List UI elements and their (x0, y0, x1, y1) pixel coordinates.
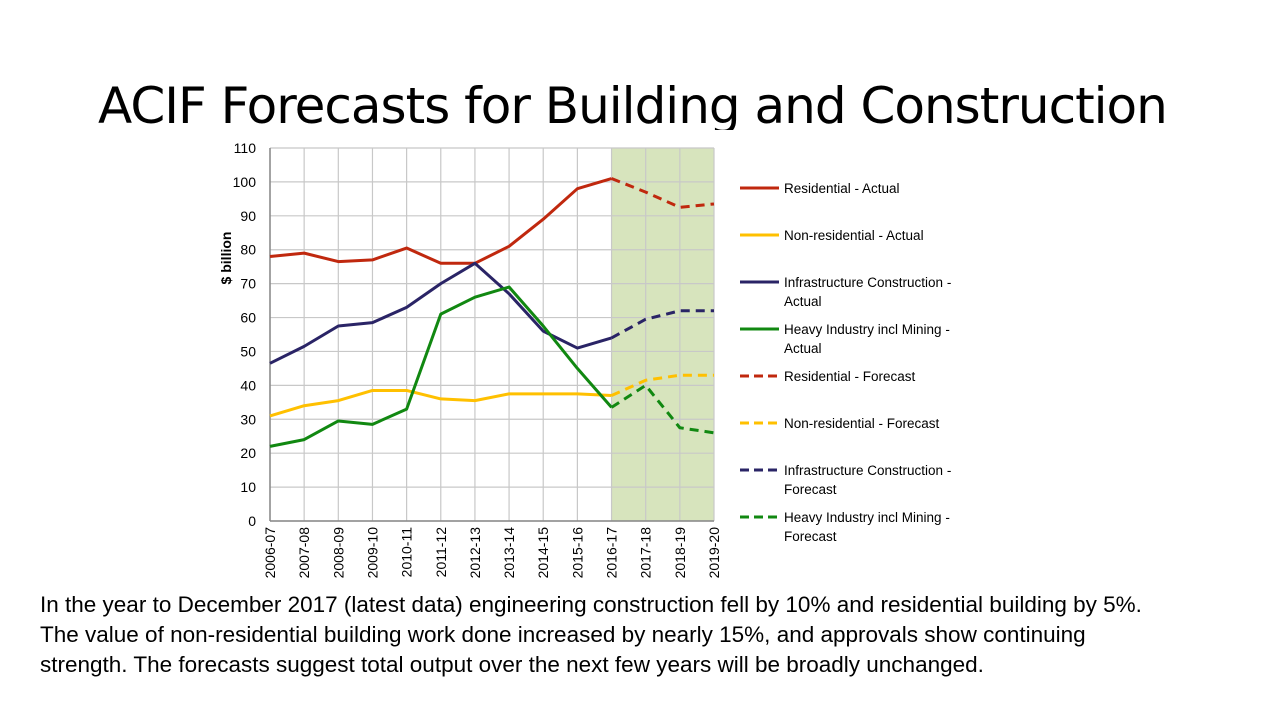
x-tick-label: 2016-17 (604, 527, 620, 579)
legend-label: Forecast (784, 482, 837, 497)
legend-label: Heavy Industry incl Mining - (784, 510, 950, 525)
series-line-non-residential-actual (269, 388, 612, 418)
caption-line: strength. The forecasts suggest total ou… (40, 652, 984, 677)
legend-label: Heavy Industry incl Mining - (784, 322, 950, 337)
series-line-heavy-industry-incl-mining-actual (269, 285, 613, 448)
caption-line: In the year to December 2017 (latest dat… (40, 592, 1142, 617)
slide-caption: In the year to December 2017 (latest dat… (40, 590, 1260, 680)
legend-label: Residential - Forecast (784, 369, 916, 384)
legend-label: Actual (784, 294, 822, 309)
series-line-non-residential-forecast (610, 373, 714, 397)
x-tick-label: 2009-10 (364, 527, 380, 579)
y-tick-label: 60 (240, 310, 256, 326)
series-line-heavy-industry-incl-mining-forecast (610, 383, 715, 435)
y-tick-label: 20 (240, 445, 256, 461)
legend-label: Actual (784, 341, 822, 356)
x-tick-label: 2007-08 (296, 527, 312, 579)
x-tick-label: 2014-15 (535, 527, 551, 579)
y-tick-label: 10 (240, 479, 256, 495)
x-tick-label: 2012-13 (467, 527, 483, 579)
legend-label: Residential - Actual (784, 181, 900, 196)
y-tick-label: 90 (240, 208, 256, 224)
x-tick-label: 2011-12 (433, 527, 449, 578)
series-line-infrastructure-construction-actual (269, 261, 612, 365)
legend-label: Infrastructure Construction - (784, 275, 951, 290)
y-tick-label: 100 (233, 174, 257, 190)
y-tick-label: 80 (240, 242, 256, 258)
legend-label: Infrastructure Construction - (784, 463, 951, 478)
x-tick-label: 2008-09 (330, 527, 346, 579)
x-tick-label: 2013-14 (501, 527, 517, 579)
y-axis-label: $ billion (218, 232, 234, 285)
forecast-shading (611, 148, 714, 521)
series-line-infrastructure-construction-forecast (610, 309, 714, 340)
y-tick-label: 30 (240, 411, 256, 427)
series-line-residential-actual (269, 177, 612, 265)
x-tick-label: 2018-19 (672, 527, 688, 579)
y-tick-label: 0 (248, 513, 256, 529)
legend-label: Forecast (784, 529, 837, 544)
y-tick-label: 70 (240, 276, 256, 292)
legend-label: Non-residential - Actual (784, 228, 924, 243)
y-tick-label: 40 (240, 377, 256, 393)
x-tick-label: 2017-18 (638, 527, 654, 579)
series-line-residential-forecast (610, 177, 715, 209)
legend-label: Non-residential - Forecast (784, 416, 940, 431)
x-tick-label: 2015-16 (569, 527, 585, 579)
caption-line: The value of non-residential building wo… (40, 622, 1086, 647)
x-tick-label: 2006-07 (262, 527, 278, 579)
y-tick-label: 50 (240, 343, 256, 359)
x-tick-label: 2019-20 (706, 527, 722, 579)
x-tick-label: 2010-11 (399, 527, 415, 578)
line-chart: 0 10 20 30 40 50 60 70 80 90 100 110 2006-07 2007-08 2… (218, 140, 951, 579)
slide-title: ACIF Forecasts for Building and Construc… (98, 77, 1167, 130)
y-tick-label: 110 (234, 140, 257, 156)
